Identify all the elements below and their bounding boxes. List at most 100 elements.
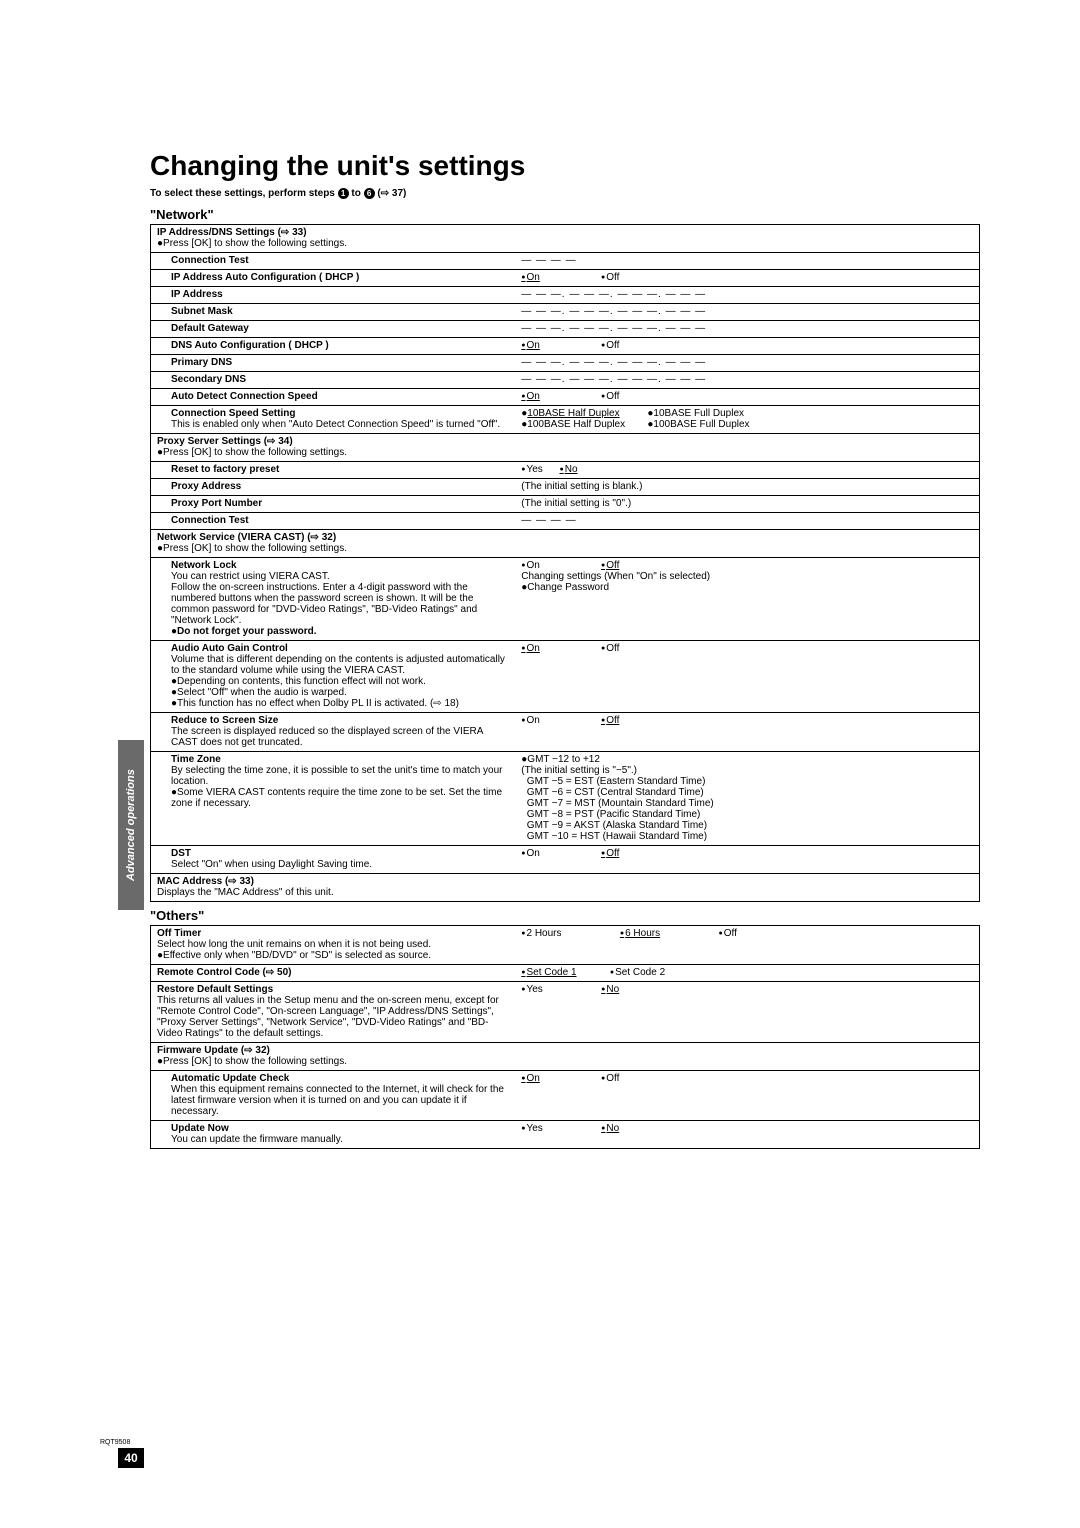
dst-off: Off — [601, 848, 619, 859]
proxy-desc: ●Press [OK] to show the following settin… — [157, 447, 347, 458]
doc-code: RQT9508 — [100, 1439, 130, 1446]
viera-header: Network Service (VIERA CAST) (⇨ 32) — [157, 532, 336, 543]
tz-init: (The initial setting is "−5".) — [521, 765, 637, 776]
offtimer-label: Off Timer — [157, 928, 201, 939]
restore-label: Restore Default Settings — [157, 984, 273, 995]
others-heading: "Others" — [150, 908, 980, 923]
mac-desc: Displays the "MAC Address" of this unit. — [157, 887, 334, 898]
restore-yes: Yes — [521, 984, 543, 995]
dns-on: On — [521, 340, 540, 351]
proxy-addr-val: (The initial setting is blank.) — [515, 479, 979, 496]
remote-c2: Set Code 2 — [610, 967, 665, 978]
connspeed-default: 10BASE Half Duplex — [527, 408, 619, 419]
gateway-val: — — —. — — —. — — —. — — — — [515, 321, 979, 338]
netlock-changepw: ●Change Password — [521, 582, 609, 593]
update-no: No — [601, 1123, 619, 1134]
circled-1: 1 — [338, 188, 349, 199]
reset-yes: Yes — [521, 464, 543, 475]
fw-desc: ●Press [OK] to show the following settin… — [157, 1056, 347, 1067]
dst-on: On — [521, 848, 540, 859]
secondary-dns-label: Secondary DNS — [151, 372, 516, 389]
subnet-label: Subnet Mask — [151, 304, 516, 321]
restore-desc: This returns all values in the Setup men… — [157, 995, 499, 1039]
remote-label: Remote Control Code (⇨ 50) — [151, 965, 516, 982]
dhcp-label: IP Address Auto Configuration ( DHCP ) — [151, 270, 516, 287]
reset-no: No — [559, 464, 577, 475]
conn-test2-val: — — — — — [515, 513, 979, 530]
tz-desc: By selecting the time zone, it is possib… — [171, 765, 505, 809]
conn-test-label: Connection Test — [151, 253, 516, 270]
autoupdate-label: Automatic Update Check — [171, 1073, 289, 1084]
audio-desc: Volume that is different depending on th… — [171, 654, 508, 709]
subnet-val: — — —. — — —. — — —. — — — — [515, 304, 979, 321]
autoupdate-on: On — [521, 1073, 540, 1084]
subtitle: To select these settings, perform steps … — [150, 188, 980, 199]
page-number: 40 — [118, 1448, 144, 1468]
primary-dns-val: — — —. — — —. — — —. — — — — [515, 355, 979, 372]
restore-no: No — [601, 984, 619, 995]
connspeed-desc: This is enabled only when "Auto Detect C… — [171, 419, 500, 430]
subtitle-pre: To select these settings, perform steps — [150, 188, 338, 199]
ipaddr-val: — — —. — — —. — — —. — — — — [515, 287, 979, 304]
autoupdate-desc: When this equipment remains connected to… — [171, 1084, 504, 1117]
netlock-desc: You can restrict using VIERA CAST. Follo… — [171, 571, 480, 626]
proxy-port-label: Proxy Port Number — [151, 496, 516, 513]
netlock-label: Network Lock — [171, 560, 237, 571]
audio-off: Off — [601, 643, 619, 654]
subtitle-post: (⇨ 37) — [375, 188, 407, 199]
reduce-label: Reduce to Screen Size — [171, 715, 278, 726]
conn-test-val: — — — — — [515, 253, 979, 270]
proxy-header: Proxy Server Settings (⇨ 34) — [157, 436, 293, 447]
tz-label: Time Zone — [171, 754, 221, 765]
autospeed-off: Off — [601, 391, 619, 402]
dns-off: Off — [601, 340, 619, 351]
others-table: Off Timer Select how long the unit remai… — [150, 925, 980, 1149]
reset-label: Reset to factory preset — [151, 462, 516, 479]
reduce-desc: The screen is displayed reduced so the d… — [171, 726, 483, 748]
dhcp-on: On — [521, 272, 540, 283]
netlock-bold: ●Do not forget your password. — [171, 626, 317, 637]
connspeed-label: Connection Speed Setting — [171, 408, 295, 419]
network-heading: "Network" — [150, 207, 980, 222]
dhcp-off: Off — [601, 272, 619, 283]
conn-test2-label: Connection Test — [151, 513, 516, 530]
mac-header: MAC Address (⇨ 33) — [157, 876, 254, 887]
dst-desc: Select "On" when using Daylight Saving t… — [171, 859, 372, 870]
dns-dhcp-label: DNS Auto Configuration ( DHCP ) — [151, 338, 516, 355]
tz-range: ●GMT −12 to +12 — [521, 754, 600, 765]
subtitle-mid: to — [349, 188, 364, 199]
netlock-on: On — [521, 560, 540, 571]
reduce-on: On — [521, 715, 540, 726]
remote-c1: Set Code 1 — [521, 967, 576, 978]
update-yes: Yes — [521, 1123, 543, 1134]
ipdns-desc: ●Press [OK] to show the following settin… — [157, 238, 347, 249]
netlock-off: Off — [601, 560, 619, 571]
netlock-changing: Changing settings (When "On" is selected… — [521, 571, 710, 582]
off-6h: 6 Hours — [620, 928, 660, 939]
updatenow-desc: You can update the firmware manually. — [171, 1134, 343, 1145]
proxy-port-val: (The initial setting is "0".) — [515, 496, 979, 513]
dst-label: DST — [171, 848, 191, 859]
autospeed-on: On — [521, 391, 540, 402]
audio-label: Audio Auto Gain Control — [171, 643, 288, 654]
autoupdate-off: Off — [601, 1073, 619, 1084]
off-2h: 2 Hours — [521, 928, 561, 939]
viera-desc: ●Press [OK] to show the following settin… — [157, 543, 347, 554]
updatenow-label: Update Now — [171, 1123, 229, 1134]
network-table: IP Address/DNS Settings (⇨ 33) ●Press [O… — [150, 224, 980, 902]
ipaddr-label: IP Address — [151, 287, 516, 304]
side-tab: Advanced operations — [118, 740, 144, 910]
tz-list: GMT −5 = EST (Eastern Standard Time) GMT… — [521, 776, 714, 842]
ipdns-header: IP Address/DNS Settings (⇨ 33) — [157, 227, 307, 238]
autospeed-label: Auto Detect Connection Speed — [151, 389, 516, 406]
off-off: Off — [718, 928, 736, 939]
secondary-dns-val: — — —. — — —. — — —. — — — — [515, 372, 979, 389]
page-title: Changing the unit's settings — [150, 150, 980, 182]
offtimer-desc: Select how long the unit remains on when… — [157, 939, 431, 961]
gateway-label: Default Gateway — [151, 321, 516, 338]
audio-on: On — [521, 643, 540, 654]
proxy-addr-label: Proxy Address — [151, 479, 516, 496]
circled-6: 6 — [364, 188, 375, 199]
fw-header: Firmware Update (⇨ 32) — [157, 1045, 270, 1056]
reduce-off: Off — [601, 715, 619, 726]
